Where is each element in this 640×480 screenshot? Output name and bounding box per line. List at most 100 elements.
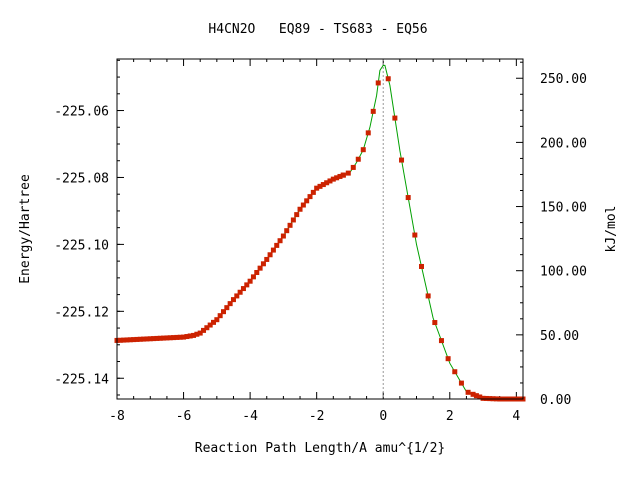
data-point: [184, 334, 190, 340]
data-point: [405, 195, 411, 201]
data-point: [324, 180, 330, 186]
data-point: [465, 389, 471, 395]
data-point: [157, 335, 163, 341]
x-tick-label: 2: [446, 409, 454, 424]
data-point: [147, 336, 153, 342]
x-tick-label: 4: [512, 409, 520, 424]
data-point: [280, 233, 286, 239]
y-axis-label: Energy/Hartree: [18, 174, 33, 284]
x-tick-label: -4: [242, 409, 258, 424]
data-point: [224, 305, 230, 311]
data-point: [477, 394, 483, 400]
data-point: [399, 157, 405, 163]
y-tick-label: -225.08: [54, 171, 109, 186]
data-point: [237, 289, 243, 295]
data-point: [334, 175, 340, 181]
y-tick-label: -225.06: [54, 105, 109, 120]
data-point: [201, 327, 207, 333]
data-point: [161, 335, 167, 341]
data-point: [240, 286, 246, 292]
data-point: [300, 202, 306, 208]
plot-frame: [116, 58, 524, 400]
data-point: [310, 189, 316, 195]
data-point: [445, 356, 451, 362]
x-tick-label: -6: [176, 409, 192, 424]
y2-tick-label: 200.00: [540, 136, 587, 151]
data-point: [425, 293, 431, 299]
data-point: [211, 319, 217, 325]
data-point: [470, 391, 476, 397]
data-point: [473, 393, 479, 399]
data-point: [267, 252, 273, 258]
data-point: [277, 238, 283, 244]
data-point: [254, 270, 260, 276]
data-point: [483, 395, 489, 401]
data-point: [181, 334, 187, 340]
data-point: [214, 317, 220, 323]
data-point: [207, 322, 213, 328]
plot-area: [114, 59, 526, 402]
data-point: [220, 309, 226, 315]
data-point: [137, 336, 143, 342]
y2-tick-label: 150.00: [540, 201, 587, 216]
data-point: [304, 198, 310, 204]
data-point: [194, 331, 200, 337]
data-point: [452, 369, 458, 375]
data-point: [264, 256, 270, 262]
data-point: [270, 247, 276, 253]
data-point: [234, 293, 240, 299]
data-point: [350, 164, 356, 170]
data-point: [197, 330, 203, 336]
data-point: [438, 338, 444, 344]
data-point: [360, 147, 366, 153]
data-point: [337, 173, 343, 179]
data-point: [345, 170, 351, 176]
data-point: [375, 80, 381, 86]
data-point: [294, 212, 300, 218]
data-point: [244, 282, 250, 288]
data-point: [177, 334, 183, 340]
data-point: [250, 274, 256, 280]
data-point: [317, 183, 323, 189]
data-point: [257, 265, 263, 271]
y2-tick-label: 50.00: [540, 329, 579, 344]
data-point: [392, 115, 398, 121]
x-tick-label: 0: [379, 409, 387, 424]
data-point: [297, 206, 303, 212]
data-point: [419, 263, 424, 269]
y2-axis-label: kJ/mol: [604, 206, 619, 253]
data-point: [340, 172, 346, 178]
data-point: [287, 222, 293, 228]
chart-title: H4CN2O EQ89 - TS683 - EQ56: [208, 22, 427, 37]
data-point: [154, 335, 160, 341]
data-point: [127, 337, 133, 343]
data-point: [164, 335, 170, 341]
data-point: [412, 232, 418, 238]
data-point: [230, 297, 236, 303]
x-tick-label: -2: [309, 409, 325, 424]
data-point: [480, 395, 486, 401]
data-point: [458, 380, 464, 386]
data-point: [144, 336, 150, 342]
data-point: [327, 178, 333, 184]
data-point: [307, 194, 313, 200]
axis-ticks: [116, 59, 523, 400]
data-point: [217, 313, 223, 319]
x-tick-label: -8: [109, 409, 125, 424]
data-point: [124, 337, 130, 343]
data-point: [204, 325, 210, 331]
data-point: [284, 228, 290, 234]
data-point: [227, 301, 233, 307]
data-point: [365, 130, 371, 136]
y2-tick-label: 250.00: [540, 72, 587, 87]
y-tick-label: -225.12: [54, 305, 109, 320]
data-point: [274, 242, 280, 248]
data-point: [330, 176, 336, 182]
data-point: [247, 278, 253, 284]
tick-labels: -8 -6 -4 -2 0 2 4 -225.06 -225.08 -225.10 -225.12 -…: [54, 72, 587, 424]
data-point: [320, 182, 326, 188]
data-point: [117, 337, 123, 343]
y-tick-label: -225.14: [54, 372, 109, 387]
data-point: [191, 332, 197, 338]
